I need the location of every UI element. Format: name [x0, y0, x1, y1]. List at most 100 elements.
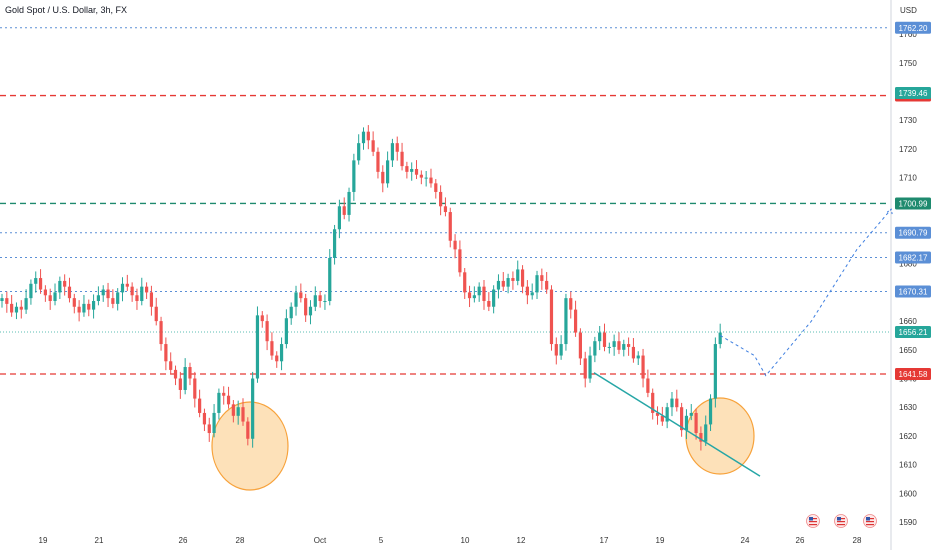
- candle-body: [689, 412, 693, 416]
- candle-body: [655, 412, 660, 416]
- candle-body: [188, 367, 192, 379]
- price-tag: [895, 285, 931, 298]
- flag-stripe: [837, 521, 845, 523]
- price-tick-label: 1730: [899, 116, 917, 125]
- candle-body: [265, 321, 269, 342]
- flag-canton: [837, 517, 841, 521]
- projection-arrowhead: [886, 208, 893, 215]
- candle-body: [43, 289, 47, 296]
- candle-body: [376, 151, 380, 172]
- candle-body: [535, 275, 539, 293]
- candle-body: [328, 257, 332, 302]
- candle-body: [477, 286, 481, 296]
- date-tick-label: 19: [39, 536, 48, 545]
- candle-body: [472, 295, 476, 299]
- us-flag-icon: [806, 514, 820, 528]
- candle-body: [366, 131, 370, 141]
- date-tick-label: 24: [741, 536, 750, 545]
- candle-body: [559, 344, 563, 356]
- price-tick-label: 1650: [899, 346, 917, 355]
- candle-body: [361, 131, 366, 144]
- candle-body: [530, 292, 534, 296]
- candle-body: [130, 286, 134, 296]
- candle-body: [241, 407, 245, 422]
- event-flags: [806, 514, 877, 528]
- candle-body: [684, 415, 689, 431]
- price-tag-label: 1670.31: [899, 288, 928, 297]
- date-tick-label: 26: [179, 536, 188, 545]
- date-tick-label: 12: [517, 536, 526, 545]
- price-tags: 1762.201738.591700.991690.791682.171670.…: [895, 21, 931, 380]
- candle-body: [246, 421, 250, 439]
- candle-body: [357, 143, 361, 161]
- candle-body: [617, 341, 621, 350]
- candle-body: [251, 378, 255, 439]
- candle-body: [443, 206, 448, 213]
- candle-body: [414, 168, 419, 175]
- candle-body: [612, 341, 616, 347]
- projection-path: [719, 208, 892, 377]
- candle-body: [458, 249, 462, 273]
- candle-body: [159, 321, 163, 345]
- candle-body: [342, 206, 346, 215]
- price-tick-label: 1600: [899, 489, 917, 498]
- candle-body: [622, 344, 626, 350]
- candle-body: [386, 160, 390, 184]
- candle-body: [520, 269, 525, 287]
- candle-body: [72, 298, 76, 307]
- candle-body: [549, 289, 554, 345]
- candle-body: [77, 306, 81, 313]
- price-tag-label: 1690.79: [899, 229, 928, 238]
- levels-layer: [0, 27, 889, 375]
- candle-body: [501, 280, 505, 287]
- price-tag-label: 1739.46: [899, 89, 928, 98]
- candle-body: [91, 301, 96, 310]
- price-tick-label: 1610: [899, 461, 917, 470]
- candle-body: [463, 272, 467, 293]
- candle-body: [63, 280, 67, 287]
- date-tick-label: 26: [796, 536, 805, 545]
- candle-body: [111, 298, 115, 304]
- candle-body: [96, 295, 100, 302]
- candle-body: [410, 168, 414, 172]
- highlight-circle: [211, 401, 289, 491]
- candle-body: [492, 289, 496, 307]
- candle-body: [573, 309, 578, 333]
- candle-body: [202, 412, 207, 425]
- candle-body: [641, 355, 645, 379]
- candle-body: [631, 346, 636, 359]
- date-tick-label: 10: [461, 536, 470, 545]
- currency-label: USD: [900, 6, 917, 15]
- candles-layer: [0, 125, 722, 451]
- candle-body: [207, 424, 211, 434]
- candle-body: [183, 367, 187, 390]
- candle-body: [255, 315, 260, 379]
- candle-body: [554, 344, 558, 356]
- candle-body: [467, 292, 472, 299]
- candle-body: [198, 398, 202, 413]
- price-tick-label: 1750: [899, 59, 917, 68]
- candle-body: [371, 140, 375, 152]
- flag-stripe: [866, 521, 874, 523]
- candle-body: [545, 280, 549, 290]
- flag-stripe: [809, 521, 817, 523]
- date-tick-label: 17: [600, 536, 609, 545]
- candle-body: [332, 229, 337, 258]
- candle-body: [405, 166, 409, 172]
- price-tag-label: 1762.20: [899, 24, 928, 33]
- candle-body: [540, 275, 544, 281]
- candle-body: [569, 298, 573, 310]
- candle-body: [453, 240, 457, 250]
- candle-body: [699, 433, 703, 442]
- candle-body: [169, 361, 173, 370]
- flag-canton: [866, 517, 870, 521]
- candle-body: [140, 286, 144, 302]
- price-tag: [895, 87, 931, 100]
- price-axis: 1590160016101620163016401650166016701680…: [899, 30, 917, 527]
- price-tag-label: 1656.21: [899, 328, 928, 337]
- candle-body: [145, 286, 149, 293]
- candle-body: [496, 280, 501, 290]
- candle-body: [53, 292, 57, 302]
- candle-body: [135, 295, 139, 302]
